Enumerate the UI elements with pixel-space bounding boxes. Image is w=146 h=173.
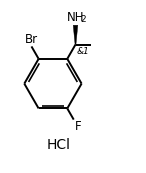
- Text: F: F: [74, 120, 81, 133]
- Polygon shape: [73, 25, 78, 45]
- Text: 2: 2: [81, 15, 86, 24]
- Text: Br: Br: [25, 33, 38, 46]
- Text: &1: &1: [77, 47, 89, 56]
- Text: NH: NH: [67, 11, 84, 24]
- Text: HCl: HCl: [47, 138, 71, 152]
